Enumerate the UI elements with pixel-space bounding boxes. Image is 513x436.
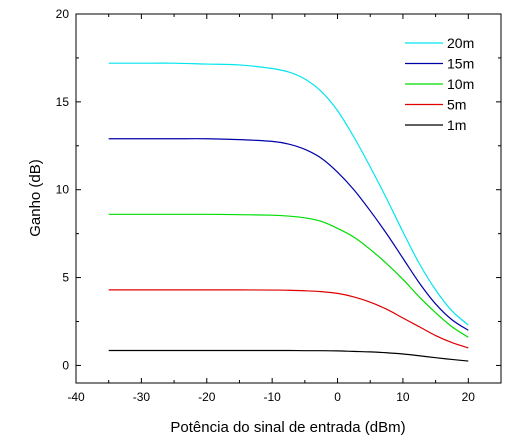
y-tick-label: 0 — [62, 358, 69, 372]
y-tick-label: 5 — [62, 271, 69, 285]
x-axis-title: Potência do sinal de entrada (dBm) — [170, 419, 405, 436]
series-line-20m — [108, 62, 469, 326]
y-tick-label: 15 — [56, 95, 70, 109]
legend-label-10m: 10m — [447, 76, 474, 92]
x-tick-label: 10 — [396, 390, 410, 404]
legend: 20m 15m 10m 5m 1m — [405, 35, 474, 133]
series-line-10m — [108, 213, 469, 338]
x-tick-label: -10 — [263, 390, 281, 404]
x-tick-label: -40 — [67, 390, 85, 404]
axis-ticks — [75, 13, 501, 383]
x-tick-label: 20 — [462, 390, 476, 404]
legend-label-5m: 5m — [447, 97, 466, 113]
x-tick-label: 0 — [334, 390, 341, 404]
series-line-5m — [108, 289, 469, 349]
plot-frame — [75, 13, 502, 384]
x-tick-label: -30 — [133, 390, 151, 404]
y-axis-title: Ganho (dB) — [27, 159, 44, 237]
tick-labels: -40 -30 -20 -10 0 10 20 0 5 10 15 20 — [56, 7, 476, 404]
y-tick-label: 20 — [56, 7, 70, 21]
y-tick-label: 10 — [56, 183, 70, 197]
legend-label-1m: 1m — [447, 117, 466, 133]
legend-label-20m: 20m — [447, 35, 474, 51]
series-lines — [108, 62, 469, 362]
legend-label-15m: 15m — [447, 56, 474, 72]
series-line-1m — [108, 349, 469, 362]
x-tick-label: -20 — [198, 390, 216, 404]
series-line-15m — [108, 138, 469, 331]
